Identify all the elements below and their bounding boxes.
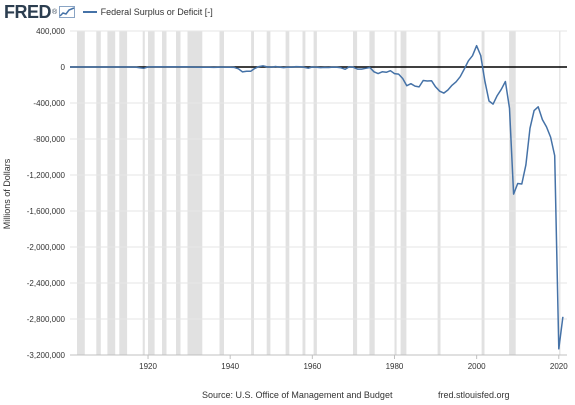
recession-band — [77, 31, 85, 355]
recession-band — [176, 31, 181, 355]
x-tick-label: 1960 — [303, 362, 321, 371]
y-tick-label: -2,800,000 — [27, 315, 66, 324]
chart-header: FRED ® Federal Surplus or Deficit [-] — [0, 0, 575, 24]
y-tick-label: -2,000,000 — [27, 243, 66, 252]
recession-band — [313, 31, 317, 355]
fred-logo-text: FRED — [4, 1, 52, 22]
fred-logo-chart-icon — [58, 6, 75, 18]
series-group — [70, 44, 564, 350]
y-axis-ticks: 400,000 0 -400,000 -800,000 -1,200,000 -1,600… — [27, 27, 66, 360]
recession-band — [251, 31, 254, 355]
y-tick-label: -2,400,000 — [27, 279, 66, 288]
y-tick-label: 400,000 — [36, 27, 65, 36]
source-text: Source: U.S. Office of Management and Bu… — [202, 390, 393, 400]
y-tick-label: -1,600,000 — [27, 207, 66, 216]
series-line[interactable] — [70, 44, 564, 350]
grid-lines — [70, 30, 567, 356]
recession-band — [369, 31, 375, 355]
recession-bands — [77, 31, 561, 355]
recession-band — [559, 31, 561, 355]
y-tick-label: 0 — [61, 63, 66, 72]
recession-band — [266, 31, 271, 355]
recession-band — [509, 31, 516, 355]
y-tick-label: -3,200,000 — [27, 351, 66, 360]
legend-swatch — [82, 11, 97, 13]
recession-band — [96, 31, 101, 355]
recession-band — [302, 31, 306, 355]
recession-band — [187, 31, 203, 355]
recession-band — [394, 31, 397, 355]
x-axis-ticks: 1920 1940 1960 1980 2000 2020 — [70, 354, 568, 371]
x-tick-label: 1920 — [139, 362, 157, 371]
recession-band — [162, 31, 167, 355]
x-tick-label: 1980 — [386, 362, 404, 371]
recession-band — [119, 31, 128, 355]
x-tick-label: 2000 — [468, 362, 486, 371]
registered-mark: ® — [52, 8, 57, 16]
y-tick-label: -400,000 — [33, 99, 65, 108]
recession-band — [142, 31, 145, 355]
recession-band — [353, 31, 358, 355]
chart-legend: Federal Surplus or Deficit [-] — [82, 7, 213, 17]
recession-band — [107, 31, 116, 355]
y-tick-label: -1,200,000 — [27, 171, 66, 180]
recession-band — [219, 31, 224, 355]
chart-footer: Source: U.S. Office of Management and Bu… — [0, 389, 575, 403]
site-link[interactable]: fred.stlouisfed.org — [438, 390, 510, 400]
x-tick-label: 2020 — [550, 362, 568, 371]
recession-band — [400, 31, 407, 355]
recession-band — [481, 31, 485, 355]
recession-band — [437, 31, 441, 355]
y-tick-label: -800,000 — [33, 135, 65, 144]
fred-logo[interactable]: FRED ® — [4, 2, 75, 23]
x-tick-label: 1940 — [221, 362, 239, 371]
legend-label[interactable]: Federal Surplus or Deficit [-] — [100, 7, 213, 17]
recession-band — [148, 31, 155, 355]
recession-band — [285, 31, 290, 355]
